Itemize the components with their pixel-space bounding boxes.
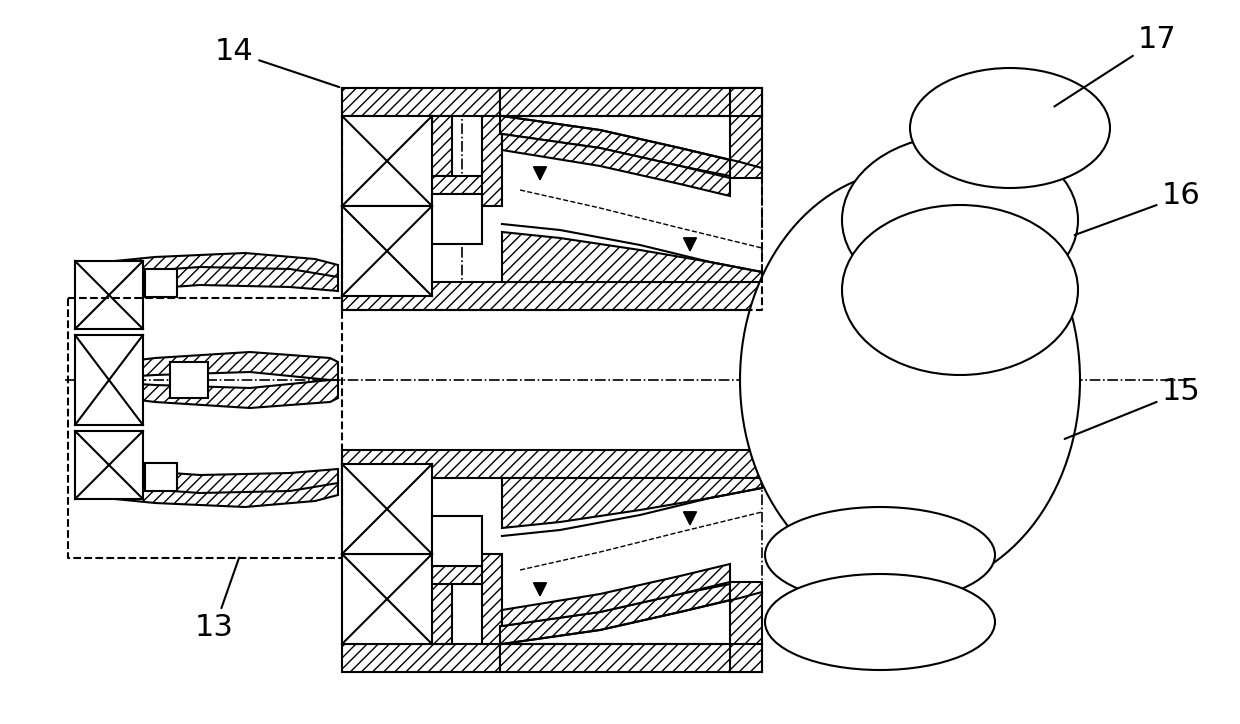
Text: 14: 14 bbox=[215, 38, 340, 87]
Bar bbox=[342, 88, 500, 116]
Bar bbox=[342, 116, 432, 206]
Bar bbox=[432, 516, 482, 566]
Bar bbox=[74, 431, 143, 499]
Bar bbox=[145, 269, 177, 297]
Polygon shape bbox=[533, 167, 547, 180]
Polygon shape bbox=[502, 134, 730, 196]
Bar bbox=[342, 450, 760, 478]
Ellipse shape bbox=[842, 205, 1078, 375]
Bar bbox=[342, 554, 432, 644]
Polygon shape bbox=[74, 477, 339, 507]
Bar bbox=[145, 463, 177, 491]
Polygon shape bbox=[502, 478, 763, 528]
Text: 15: 15 bbox=[1065, 377, 1200, 439]
Polygon shape bbox=[502, 232, 763, 282]
Ellipse shape bbox=[740, 170, 1080, 590]
Polygon shape bbox=[683, 237, 697, 251]
Bar bbox=[730, 88, 763, 178]
Bar bbox=[500, 644, 763, 672]
Polygon shape bbox=[74, 380, 339, 408]
Polygon shape bbox=[683, 512, 697, 525]
Polygon shape bbox=[74, 352, 339, 380]
Bar bbox=[74, 335, 143, 425]
Bar bbox=[432, 584, 453, 644]
Bar bbox=[342, 644, 500, 672]
Bar bbox=[432, 116, 453, 176]
Text: 13: 13 bbox=[195, 557, 239, 642]
Polygon shape bbox=[502, 564, 730, 626]
Bar bbox=[342, 282, 760, 310]
Bar bbox=[74, 261, 143, 329]
Ellipse shape bbox=[765, 507, 994, 603]
Polygon shape bbox=[500, 116, 730, 176]
Bar bbox=[342, 464, 432, 554]
Bar bbox=[482, 554, 502, 644]
Bar bbox=[500, 88, 763, 116]
Bar bbox=[730, 582, 763, 672]
Text: 17: 17 bbox=[1054, 25, 1177, 106]
Text: 16: 16 bbox=[1075, 182, 1200, 235]
Ellipse shape bbox=[910, 68, 1110, 188]
Bar bbox=[432, 566, 500, 584]
Polygon shape bbox=[115, 267, 339, 291]
Polygon shape bbox=[500, 584, 730, 644]
Bar bbox=[482, 116, 502, 206]
Bar bbox=[432, 194, 482, 244]
Polygon shape bbox=[533, 583, 547, 596]
Bar bbox=[432, 176, 500, 194]
Bar bbox=[170, 362, 208, 398]
Bar bbox=[342, 206, 432, 296]
Ellipse shape bbox=[842, 135, 1078, 305]
Polygon shape bbox=[74, 253, 339, 283]
Polygon shape bbox=[115, 469, 339, 493]
Ellipse shape bbox=[765, 574, 994, 670]
